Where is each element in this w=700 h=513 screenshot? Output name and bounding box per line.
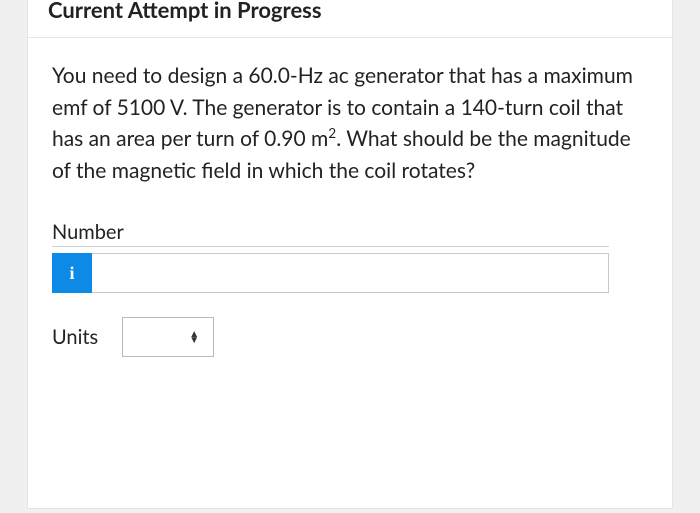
question-text: You need to design a 60.0-Hz ac generato… <box>52 60 648 186</box>
number-input[interactable] <box>92 253 609 293</box>
info-icon[interactable]: i <box>52 253 92 293</box>
attempt-header: Current Attempt in Progress <box>28 0 672 38</box>
question-card: Current Attempt in Progress You need to … <box>27 0 673 509</box>
units-label: Units <box>52 325 98 349</box>
number-row: i <box>52 253 609 293</box>
units-select[interactable]: ▲ ▼ <box>122 317 214 357</box>
content-area: You need to design a 60.0-Hz ac generato… <box>28 38 672 377</box>
number-label: Number <box>52 220 609 247</box>
chevron-up-down-icon: ▲ ▼ <box>189 331 199 343</box>
units-row: Units ▲ ▼ <box>52 317 648 357</box>
